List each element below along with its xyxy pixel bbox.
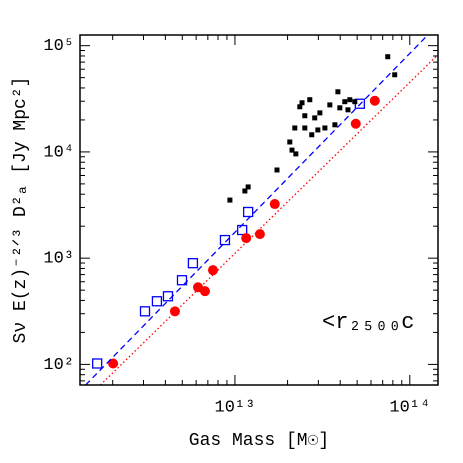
- point: [199, 286, 210, 297]
- point: [307, 97, 313, 103]
- point: [242, 206, 254, 218]
- point: [302, 113, 308, 119]
- x-axis-label: Gas Mass [M☉]: [189, 431, 329, 451]
- point: [108, 358, 119, 369]
- point: [187, 258, 199, 269]
- point: [322, 125, 328, 131]
- point: [327, 102, 333, 108]
- point: [345, 107, 351, 113]
- y-tick-label: 10²: [43, 356, 74, 375]
- point: [287, 139, 293, 145]
- y-tick-label: 10⁴: [43, 143, 74, 162]
- point: [312, 115, 318, 121]
- point: [289, 147, 295, 153]
- point: [347, 97, 353, 103]
- point: [309, 132, 315, 138]
- point: [227, 197, 233, 203]
- point: [350, 118, 361, 129]
- x-tick-label: 10¹⁴: [389, 398, 430, 417]
- annotation: <r₂₅₀₀c: [322, 310, 414, 335]
- point: [274, 167, 280, 173]
- point: [317, 110, 323, 116]
- point: [302, 125, 308, 131]
- point: [385, 54, 391, 60]
- fit-line: [85, 35, 429, 385]
- point: [92, 358, 103, 369]
- point: [139, 306, 151, 317]
- point: [254, 229, 265, 240]
- point: [335, 89, 341, 95]
- x-tick-label: 10¹³: [215, 398, 256, 417]
- point: [369, 95, 380, 106]
- point: [293, 151, 299, 157]
- y-tick-label: 10⁵: [43, 37, 74, 56]
- point: [297, 104, 303, 110]
- point: [241, 233, 252, 244]
- fit-line: [99, 54, 438, 385]
- point: [292, 125, 298, 131]
- y-axis-label: Sν E(z)⁻²ᐟ³ D²ₐ [Jy Mpc²]: [11, 77, 31, 344]
- point: [269, 199, 280, 210]
- point: [207, 265, 218, 276]
- point: [151, 296, 163, 307]
- point: [242, 188, 248, 194]
- point: [299, 100, 305, 106]
- point: [337, 105, 343, 111]
- y-tick-label: 10³: [43, 250, 74, 269]
- point: [219, 234, 231, 246]
- point: [392, 72, 398, 78]
- point: [162, 291, 174, 302]
- frame: [79, 34, 439, 386]
- point: [332, 122, 338, 128]
- point: [176, 275, 188, 286]
- point: [245, 184, 251, 190]
- point: [342, 99, 348, 105]
- plot-area: [85, 35, 438, 385]
- point: [315, 127, 321, 133]
- point: [352, 99, 358, 105]
